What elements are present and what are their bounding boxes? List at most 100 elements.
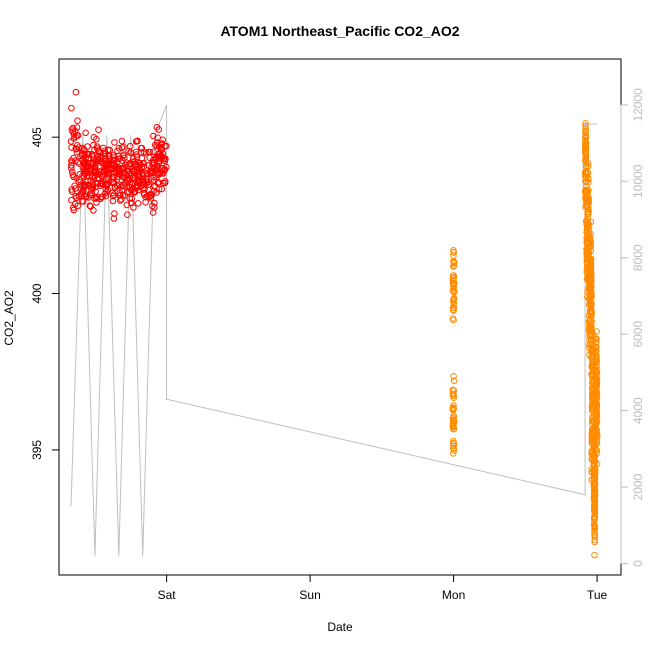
data-point xyxy=(79,172,86,179)
data-point xyxy=(70,204,77,211)
data-point xyxy=(450,373,457,380)
data-point xyxy=(158,140,166,147)
data-point xyxy=(104,146,112,154)
data-point xyxy=(587,294,594,301)
data-point xyxy=(581,149,589,157)
data-point xyxy=(139,179,147,186)
data-point xyxy=(101,165,108,172)
data-point xyxy=(119,157,126,165)
data-point xyxy=(586,291,593,298)
y2-tick-label: 10000 xyxy=(631,164,645,198)
data-point xyxy=(590,434,598,441)
data-point xyxy=(69,128,76,136)
data-point xyxy=(111,139,118,146)
data-point xyxy=(586,317,594,325)
y-tick-label: 395 xyxy=(30,440,44,460)
data-point xyxy=(81,152,89,159)
data-point xyxy=(583,229,591,237)
data-point xyxy=(138,163,146,171)
data-point xyxy=(592,336,600,343)
data-point xyxy=(68,162,75,169)
data-point xyxy=(142,198,149,206)
data-point xyxy=(98,193,106,201)
data-point xyxy=(582,133,589,141)
data-point xyxy=(582,125,589,132)
data-point xyxy=(123,176,130,184)
data-point xyxy=(585,210,592,218)
points-layer xyxy=(67,88,601,559)
data-point xyxy=(159,150,166,157)
data-point xyxy=(91,146,98,154)
data-point xyxy=(140,148,148,156)
data-point xyxy=(118,196,125,203)
axes-layer: Sat Sun Mon Tue 395 400 405 0 2000 4000 6000 8000 10… xyxy=(30,88,645,602)
data-point xyxy=(118,144,126,151)
data-point xyxy=(592,413,599,421)
y2-tick-label: 0 xyxy=(631,560,645,567)
data-point xyxy=(80,147,88,154)
data-point xyxy=(111,210,118,217)
data-point xyxy=(593,335,600,343)
data-point xyxy=(587,332,595,339)
data-point xyxy=(451,418,458,425)
data-point xyxy=(114,147,121,155)
data-point xyxy=(592,343,600,351)
data-point xyxy=(590,481,598,489)
y2-tick-label: 4000 xyxy=(631,397,645,424)
data-point xyxy=(450,252,457,259)
data-point xyxy=(73,146,80,153)
data-point xyxy=(583,240,591,248)
data-point xyxy=(590,442,598,449)
data-point xyxy=(82,129,89,137)
data-point xyxy=(591,491,598,498)
data-point xyxy=(74,117,81,124)
data-point xyxy=(588,440,596,447)
x-tick-label: Sun xyxy=(299,588,320,602)
data-point xyxy=(92,183,100,190)
data-point xyxy=(582,137,589,144)
data-point xyxy=(102,192,110,200)
data-point xyxy=(81,181,88,188)
data-point xyxy=(94,145,101,152)
data-point xyxy=(450,249,458,256)
data-point xyxy=(590,495,598,502)
data-point xyxy=(582,172,589,180)
y2-tick-label: 12000 xyxy=(631,88,645,122)
data-point xyxy=(92,163,99,170)
x-axis-label: Date xyxy=(327,620,353,634)
data-point xyxy=(128,195,136,202)
data-point xyxy=(449,390,457,398)
data-point xyxy=(450,416,457,424)
data-point xyxy=(593,417,601,424)
data-point xyxy=(126,195,134,202)
data-point xyxy=(593,328,600,335)
data-point xyxy=(589,382,597,389)
data-point xyxy=(70,135,78,142)
data-point xyxy=(127,186,135,194)
data-point xyxy=(70,206,77,214)
data-point xyxy=(74,142,81,149)
data-point xyxy=(450,274,458,281)
data-point xyxy=(110,173,118,181)
data-point xyxy=(592,355,600,362)
chart-title: ATOM1 Northeast_Pacific CO2_AO2 xyxy=(220,23,459,39)
data-point xyxy=(450,377,458,385)
data-point xyxy=(81,159,88,166)
data-point xyxy=(110,215,118,222)
data-point xyxy=(450,419,457,427)
data-point xyxy=(449,450,457,457)
data-point xyxy=(102,158,109,165)
data-point xyxy=(109,197,117,205)
data-point xyxy=(94,175,101,183)
overlay-line xyxy=(70,104,598,556)
data-point xyxy=(584,197,592,204)
data-point xyxy=(112,162,120,170)
data-point xyxy=(89,182,97,190)
data-point xyxy=(97,182,104,189)
data-point xyxy=(116,197,124,204)
data-point xyxy=(153,142,160,150)
data-point xyxy=(81,183,88,190)
data-point xyxy=(590,456,597,464)
data-point xyxy=(101,150,109,158)
data-point xyxy=(71,182,78,190)
